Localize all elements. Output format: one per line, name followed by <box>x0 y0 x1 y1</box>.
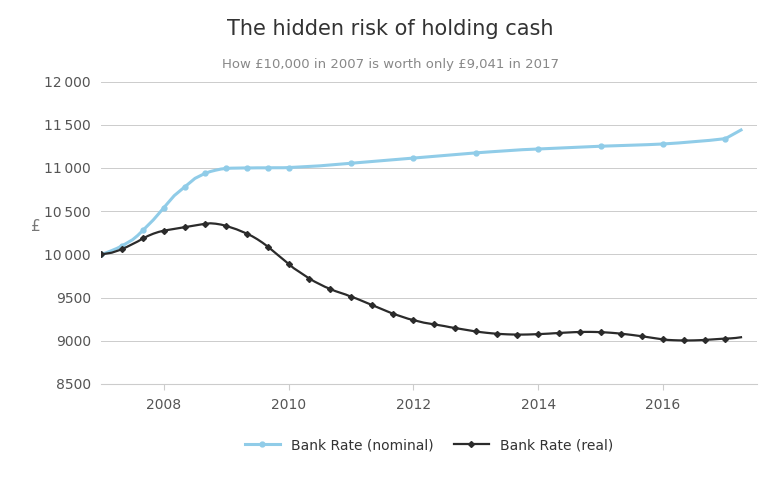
Bank Rate (real) <box>383 309 392 314</box>
Text: How £10,000 in 2007 is worth only £9,041 in 2017: How £10,000 in 2007 is worth only £9,041… <box>222 58 558 71</box>
Bank Rate (real) <box>97 252 106 257</box>
Bank Rate (real) <box>102 251 112 256</box>
Bank Rate (real) <box>222 223 231 229</box>
Bank Rate (nominal) <box>180 184 190 190</box>
Line: Bank Rate (nominal): Bank Rate (nominal) <box>99 128 743 257</box>
Bank Rate (real) <box>736 335 746 340</box>
Bank Rate (nominal) <box>149 217 158 223</box>
Bank Rate (nominal) <box>200 170 210 176</box>
Bank Rate (nominal) <box>518 147 527 153</box>
Legend: Bank Rate (nominal), Bank Rate (real): Bank Rate (nominal), Bank Rate (real) <box>239 433 619 458</box>
Bank Rate (real) <box>471 329 480 335</box>
Bank Rate (real) <box>206 220 215 226</box>
Y-axis label: £: £ <box>31 219 41 234</box>
Text: The hidden risk of holding cash: The hidden risk of holding cash <box>227 19 553 39</box>
Bank Rate (nominal) <box>97 252 106 257</box>
Bank Rate (nominal) <box>658 141 668 147</box>
Bank Rate (real) <box>289 265 299 271</box>
Bank Rate (nominal) <box>243 165 252 171</box>
Line: Bank Rate (real): Bank Rate (real) <box>99 221 743 343</box>
Bank Rate (real) <box>138 236 147 241</box>
Bank Rate (nominal) <box>736 127 746 133</box>
Bank Rate (real) <box>679 337 689 343</box>
